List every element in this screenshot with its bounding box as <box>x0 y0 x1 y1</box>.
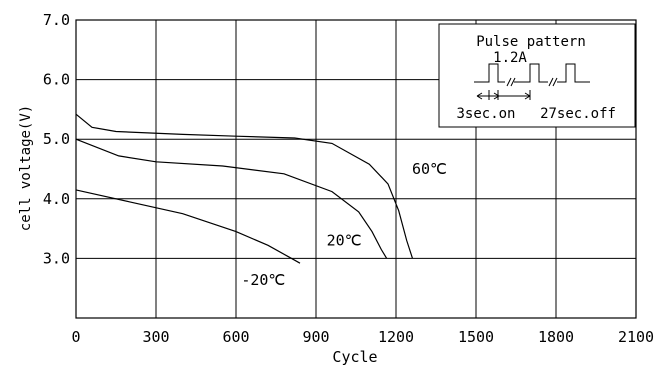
inset-off-label: 27sec.off <box>540 106 616 122</box>
x-tick-label: 0 <box>71 328 80 346</box>
x-tick-label: 1800 <box>538 328 574 346</box>
series-line <box>75 138 388 259</box>
pulse-break-marks <box>506 77 558 87</box>
inset-frame <box>438 23 636 128</box>
pulse-pattern-inset: Pulse pattern 1.2A 3sec.on 27sec.off <box>438 23 636 128</box>
series-line <box>75 189 301 264</box>
series-label: 20℃ <box>327 231 362 249</box>
series-label: -20℃ <box>241 271 285 289</box>
series-lines: 60℃ 20℃ -20℃ <box>75 113 447 289</box>
inset-on-label: 3sec.on <box>456 106 515 122</box>
x-tick-label: 600 <box>222 328 249 346</box>
x-tick-label: 900 <box>302 328 329 346</box>
y-tick-label: 7.0 <box>43 11 70 29</box>
x-tick-label: 300 <box>142 328 169 346</box>
pulse-waveform <box>474 63 590 83</box>
y-tick-label: 5.0 <box>43 130 70 148</box>
inset-title: Pulse pattern <box>476 34 586 50</box>
series-label: 60℃ <box>412 160 447 178</box>
inset-current-label: 1.2A <box>493 50 527 66</box>
plot-frame <box>75 19 637 319</box>
off-time-arrow <box>498 90 531 100</box>
x-tick-label: 1200 <box>378 328 414 346</box>
y-tick-label: 3.0 <box>43 249 70 267</box>
x-axis-label: Cycle <box>332 348 377 365</box>
series-line <box>75 113 414 259</box>
on-time-arrow <box>476 90 500 100</box>
y-tick-label: 4.0 <box>43 190 70 208</box>
x-axis-ticks: 0 300 600 900 1200 1500 1800 2100 <box>71 328 654 346</box>
y-axis-label: cell voltage(V) <box>18 105 34 231</box>
y-axis-ticks: 3.0 4.0 5.0 6.0 7.0 <box>43 11 70 267</box>
x-tick-label: 1500 <box>458 328 494 346</box>
x-tick-label: 2100 <box>618 328 654 346</box>
y-tick-label: 6.0 <box>43 71 70 89</box>
